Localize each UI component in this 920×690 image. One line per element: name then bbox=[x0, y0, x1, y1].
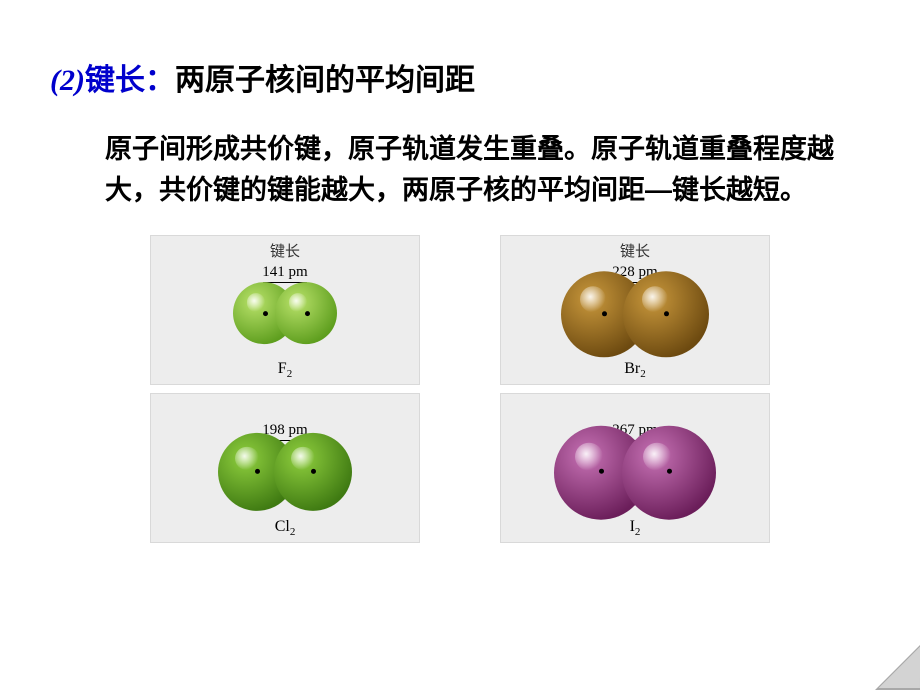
molecule-box-Br2: 键长228 pmBr2 bbox=[500, 235, 770, 385]
section-heading: (2)键长：两原子核间的平均间距 bbox=[50, 55, 870, 99]
bond-length-caption: 键长 bbox=[620, 240, 650, 261]
page-curl-icon bbox=[875, 645, 920, 690]
atom bbox=[623, 271, 709, 357]
figure-column-left: 键长 141 pm F2 198 pmCl2 bbox=[150, 235, 420, 543]
molecule-label: Cl2 bbox=[275, 518, 296, 538]
figure-area: 键长 141 pm F2 198 pmCl2 键长228 pmBr2267 pmI2 bbox=[50, 235, 870, 543]
molecule-box-I2: 267 pmI2 bbox=[500, 393, 770, 543]
figure-column-right: 键长228 pmBr2267 pmI2 bbox=[500, 235, 770, 543]
heading-definition: 两原子核间的平均间距 bbox=[175, 64, 475, 97]
molecule-box-F2: 键长 141 pm F2 bbox=[150, 235, 420, 385]
molecule-F2 bbox=[233, 282, 337, 344]
molecule-label: F2 bbox=[278, 360, 292, 380]
molecule-I2 bbox=[554, 426, 716, 520]
molecule-label: Br2 bbox=[624, 360, 646, 380]
molecule-label: I2 bbox=[630, 518, 641, 538]
slide: (2)键长：两原子核间的平均间距 原子间形成共价键，原子轨道发生重叠。原子轨道重… bbox=[0, 0, 920, 543]
bond-length-value: 141 pm bbox=[262, 264, 307, 281]
molecule-Cl2 bbox=[218, 433, 352, 511]
molecule-box-Cl2: 198 pmCl2 bbox=[150, 393, 420, 543]
body-paragraph: 原子间形成共价键，原子轨道发生重叠。原子轨道重叠程度越大，共价键的键能越大，两原… bbox=[105, 129, 835, 210]
atom bbox=[275, 282, 337, 344]
atom bbox=[622, 426, 716, 520]
heading-term: 键长： bbox=[85, 64, 175, 97]
bond-length-caption: 键长 bbox=[270, 240, 300, 261]
atom bbox=[274, 433, 352, 511]
heading-number: (2) bbox=[50, 64, 85, 97]
molecule-Br2 bbox=[561, 271, 709, 357]
